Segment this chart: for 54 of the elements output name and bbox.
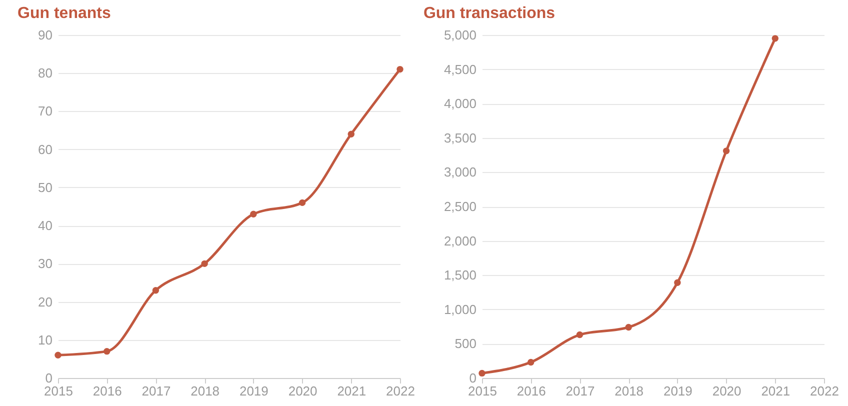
x-tick-label: 2020 (712, 384, 742, 398)
x-tick-label: 2021 (761, 384, 790, 398)
x-tick-label: 2017 (142, 384, 171, 398)
x-tick-label: 2019 (239, 384, 268, 398)
point (298, 199, 306, 206)
chart-title: Gun tenants (18, 5, 111, 22)
point (478, 370, 486, 377)
point (576, 331, 584, 338)
y-tick-label: 0 (45, 370, 52, 386)
y-tick-label: 10 (38, 332, 52, 348)
point (528, 358, 534, 366)
y-tick-label: 1,000 (444, 302, 476, 317)
x-tick-label: 2022 (386, 384, 415, 398)
x-tick-label: 2020 (288, 384, 318, 398)
point (201, 260, 208, 268)
x-tick-label: 2016 (516, 384, 546, 398)
point (772, 35, 778, 42)
y-tick-label: 500 (454, 336, 476, 352)
y-tick-label: 60 (38, 142, 52, 157)
y-tick-label: 90 (38, 28, 52, 42)
point (250, 210, 257, 218)
point (348, 130, 354, 138)
x-tick-label: 2018 (614, 384, 644, 398)
x-tick-label: 2022 (810, 384, 839, 398)
point (54, 352, 62, 358)
x-tick-label: 2019 (663, 384, 692, 398)
y-tick-label: 50 (38, 180, 52, 195)
x-tick-label: 2015 (468, 384, 497, 398)
point (625, 324, 632, 331)
point (396, 66, 404, 73)
y-tick-label: 1,500 (444, 268, 476, 283)
y-tick-label: 0 (469, 370, 476, 386)
chart-title: Gun transactions (423, 5, 556, 22)
point (104, 348, 110, 355)
point (152, 286, 160, 294)
y-tick-label: 80 (38, 66, 52, 81)
point (722, 148, 730, 154)
x-tick-label: 2021 (337, 384, 366, 398)
y-tick-label: 3,500 (444, 130, 476, 146)
point (674, 279, 681, 286)
y-tick-label: 40 (38, 218, 52, 234)
y-tick-label: 70 (38, 104, 52, 119)
y-tick-label: 2,000 (444, 233, 476, 248)
y-tick-label: 4,000 (444, 96, 476, 112)
x-tick-label: 2016 (92, 384, 122, 398)
y-tick-label: 30 (38, 256, 52, 272)
x-tick-label: 2017 (566, 384, 595, 398)
x-tick-label: 2015 (44, 384, 73, 398)
y-tick-label: 2,500 (444, 199, 476, 214)
y-tick-label: 4,500 (444, 62, 476, 77)
y-tick-label: 5,000 (444, 28, 476, 42)
y-tick-label: 20 (38, 294, 52, 310)
y-tick-label: 3,000 (444, 164, 476, 180)
x-tick-label: 2018 (190, 384, 220, 398)
